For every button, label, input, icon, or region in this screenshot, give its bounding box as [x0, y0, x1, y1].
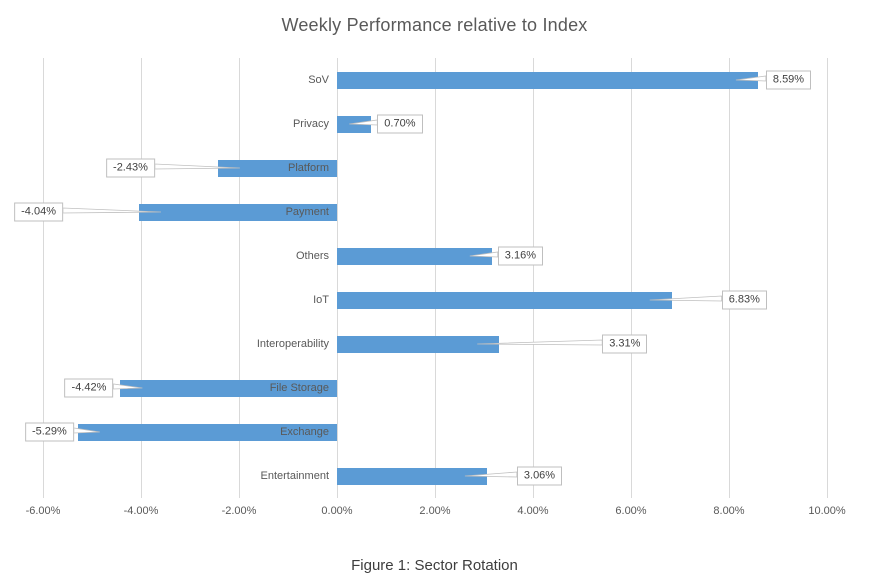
category-label: Payment	[285, 206, 329, 218]
category-label: Entertainment	[260, 470, 329, 482]
bar	[139, 203, 337, 221]
x-tick-label: -2.00%	[221, 505, 257, 517]
data-label-callout: -4.04%	[14, 202, 63, 222]
bar	[337, 467, 487, 485]
bar	[337, 115, 372, 133]
category-label: IoT	[313, 294, 329, 306]
gridline	[239, 58, 240, 498]
x-tick-label: 10.00%	[808, 505, 846, 517]
category-label: Platform	[288, 162, 329, 174]
figure-caption: Figure 1: Sector Rotation	[351, 557, 518, 574]
data-label-callout: -5.29%	[24, 422, 74, 442]
x-tick-label: 8.00%	[713, 505, 745, 517]
gridline	[631, 58, 632, 498]
gridline	[337, 58, 338, 498]
data-label-callout: -4.42%	[64, 378, 114, 398]
bar	[337, 335, 500, 353]
category-label: Others	[295, 250, 329, 262]
bar	[77, 423, 337, 441]
chart-title: Weekly Performance relative to Index	[281, 15, 588, 35]
bar	[337, 291, 672, 309]
data-label-callout: 3.31%	[602, 334, 648, 354]
category-label: Privacy	[292, 118, 329, 130]
data-label-callout: 6.83%	[721, 290, 767, 310]
data-label-callout: 3.16%	[497, 246, 543, 266]
category-label: Exchange	[280, 426, 329, 438]
bar	[337, 247, 492, 265]
gridline	[533, 58, 534, 498]
x-tick-label: 4.00%	[517, 505, 549, 517]
x-tick-label: 6.00%	[615, 505, 647, 517]
bar	[217, 159, 337, 177]
x-tick-label: -4.00%	[123, 505, 159, 517]
category-label: File Storage	[269, 382, 329, 394]
bar	[337, 71, 758, 89]
bar	[120, 379, 337, 397]
category-label: SoV	[308, 74, 329, 86]
data-label-callout: -2.43%	[106, 158, 155, 178]
gridline	[827, 58, 828, 498]
gridline	[43, 58, 44, 498]
x-tick-label: 0.00%	[321, 505, 353, 517]
gridline	[729, 58, 730, 498]
gridline	[435, 58, 436, 498]
x-tick-label: 2.00%	[419, 505, 451, 517]
gridline	[141, 58, 142, 498]
data-label-callout: 8.59%	[765, 70, 812, 90]
data-label-callout: 3.06%	[516, 466, 563, 486]
data-label-callout: 0.70%	[377, 114, 423, 134]
category-label: Interoperability	[256, 338, 329, 350]
x-tick-label: -6.00%	[25, 505, 61, 517]
